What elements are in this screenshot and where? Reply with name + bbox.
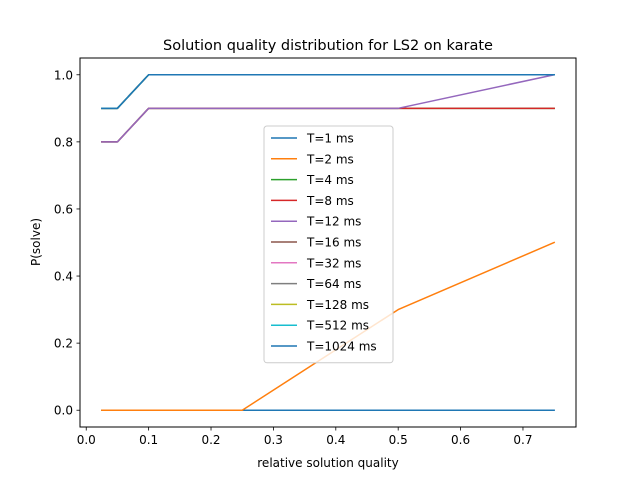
legend-label-6: T=16 ms [306, 236, 361, 250]
legend-label-5: T=12 ms [306, 215, 361, 229]
x-tick-label: 0.6 [451, 433, 470, 447]
series-line-2 [101, 241, 556, 411]
y-tick-label: 0.0 [54, 404, 73, 418]
y-tick-label: 1.0 [54, 68, 73, 82]
legend-label-1: T=1 ms [306, 132, 354, 146]
plot-frame [79, 57, 577, 428]
y-tick-label: 0.8 [54, 135, 73, 149]
x-tick-label: 0.4 [326, 433, 345, 447]
legend-label-4: T=8 ms [306, 194, 354, 208]
series-line-5 [101, 73, 556, 143]
legend-box [263, 125, 394, 364]
x-tick-label: 0.3 [264, 433, 283, 447]
y-tick-label: 0.6 [54, 202, 73, 216]
x-tick-label: 0.5 [389, 433, 408, 447]
legend-label-11: T=1024 ms [306, 340, 377, 354]
legend-label-2: T=2 ms [306, 152, 354, 166]
legend-label-7: T=32 ms [306, 256, 361, 270]
chart-title: Solution quality distribution for LS2 on… [163, 38, 493, 54]
legend: T=1 ms T=2 ms T=4 ms T=8 ms T=12 ms T=16 ms T=… [263, 125, 394, 364]
y-axis-ticks: 0.0 0.2 0.4 0.6 0.8 1.0 [54, 68, 80, 418]
y-axis-label: P(solve) [29, 218, 43, 266]
x-tick-label: 0.1 [139, 433, 158, 447]
legend-label-9: T=128 ms [306, 298, 369, 312]
x-axis-label: relative solution quality [257, 456, 398, 470]
legend-label-10: T=512 ms [306, 319, 369, 333]
x-tick-label: 0.7 [513, 433, 532, 447]
legend-label-8: T=64 ms [306, 277, 361, 291]
series-line-11 [101, 74, 555, 110]
x-tick-label: 0.0 [77, 433, 96, 447]
y-tick-label: 0.2 [54, 337, 73, 351]
x-axis-ticks: 0.0 0.1 0.2 0.3 0.4 0.5 0.6 0.7 [77, 427, 533, 447]
y-tick-label: 0.4 [54, 270, 73, 284]
legend-label-3: T=4 ms [306, 173, 354, 187]
x-tick-label: 0.2 [201, 433, 220, 447]
series-layer [101, 73, 556, 411]
